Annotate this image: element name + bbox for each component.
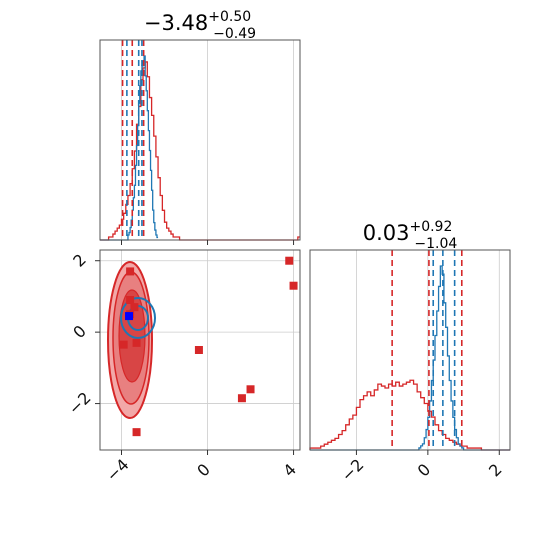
right-histogram-panel: −2 0 2 0.03+0.92 −1.04: [309, 219, 511, 485]
scatter-panel: −4 0 4 −2 0 2: [65, 249, 301, 485]
right-histogram-frame: [309, 249, 511, 451]
top-title-upper: +0.50: [208, 9, 251, 25]
red-point-7: [237, 394, 246, 403]
red-point-0: [126, 267, 135, 276]
red-point-5: [119, 340, 128, 349]
red-point-10: [285, 256, 294, 265]
right-title-lower: −1.04: [414, 236, 457, 252]
right-xtick-label-0: −2: [337, 455, 367, 485]
red-point-8: [246, 385, 255, 394]
right-xtick-label-1: 0: [414, 460, 435, 481]
red-density-contours: [107, 261, 156, 419]
scatter-ytick-label-2: 2: [69, 250, 90, 271]
top-histogram-panel: −3.48+0.50 −0.49: [99, 9, 301, 245]
right-red-histogram: [309, 379, 510, 451]
red-point-4: [132, 338, 141, 347]
red-point-11: [289, 281, 298, 290]
blue-point: [125, 312, 134, 321]
red-point-9: [132, 428, 141, 437]
red-point-2: [130, 303, 139, 312]
scatter-xtick-label-1: 0: [193, 460, 214, 481]
blue-contour-outer: [120, 297, 156, 339]
scatter-xtick-label-0: −4: [103, 455, 133, 485]
red-point-6: [194, 346, 203, 354]
right-xtick-label-2: 2: [485, 460, 506, 481]
scatter-ytick-label-1: 0: [69, 321, 90, 342]
right-title-upper: +0.92: [409, 219, 452, 235]
scatter-ytick-label-0: −2: [65, 388, 95, 418]
top-red-histogram: [100, 61, 300, 241]
right-blue-histogram: [310, 265, 510, 451]
right-histogram-title: 0.03+0.92 −1.04: [363, 219, 458, 252]
scatter-xtick-label-2: 4: [279, 460, 300, 481]
right-title-value: 0.03: [363, 221, 410, 245]
scatter-frame: [99, 249, 301, 451]
top-title-value: −3.48: [144, 11, 208, 35]
top-histogram-frame: [99, 39, 301, 241]
top-title-lower: −0.49: [213, 26, 256, 42]
top-histogram-title: −3.48+0.50 −0.49: [144, 9, 256, 42]
red-point-1: [126, 296, 135, 304]
